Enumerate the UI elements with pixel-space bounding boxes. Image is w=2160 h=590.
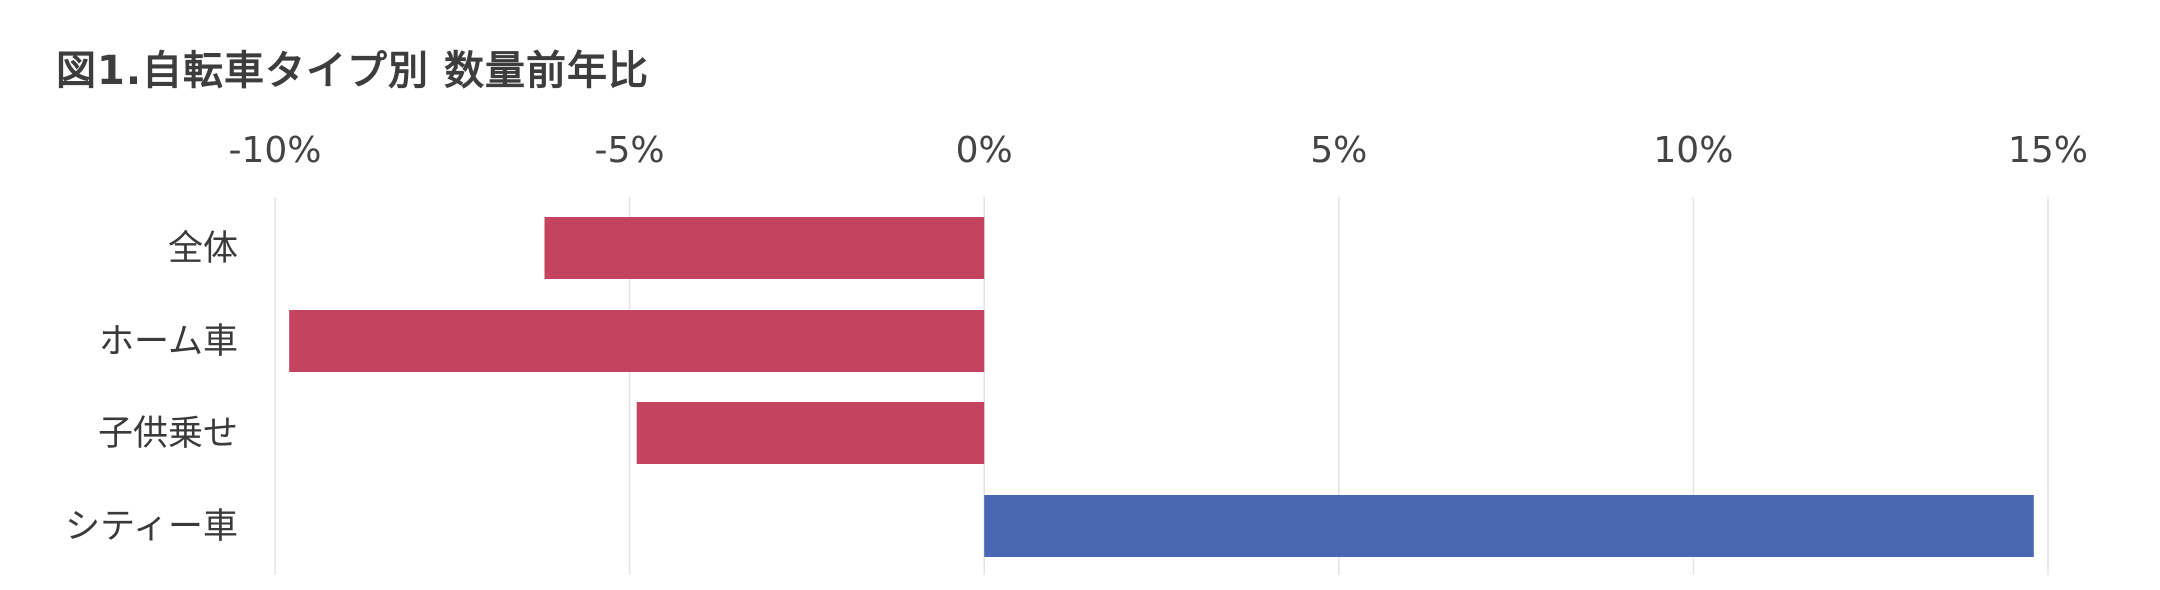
x-tick-label: -10% xyxy=(228,130,321,171)
category-label: ホーム車 xyxy=(99,322,238,362)
x-tick-label: 10% xyxy=(1653,130,1733,171)
x-tick-label: 0% xyxy=(956,130,1013,171)
x-tick-label: -5% xyxy=(595,130,665,171)
x-tick-label: 15% xyxy=(2008,130,2088,171)
bar xyxy=(289,310,985,372)
category-label: 子供乗せ xyxy=(98,414,238,454)
bars xyxy=(289,217,2034,557)
category-label: シティー車 xyxy=(65,507,238,547)
bar xyxy=(636,402,985,464)
chart-title: 図1.自転車タイプ別 数量前年比 xyxy=(56,48,649,94)
bar xyxy=(984,495,2034,557)
category-label: 全体 xyxy=(168,229,238,269)
x-tick-label: 5% xyxy=(1310,130,1367,171)
x-axis-tick-labels: -10% -5% 0% 5% 10% 15% xyxy=(228,130,2088,171)
bar xyxy=(544,217,985,279)
